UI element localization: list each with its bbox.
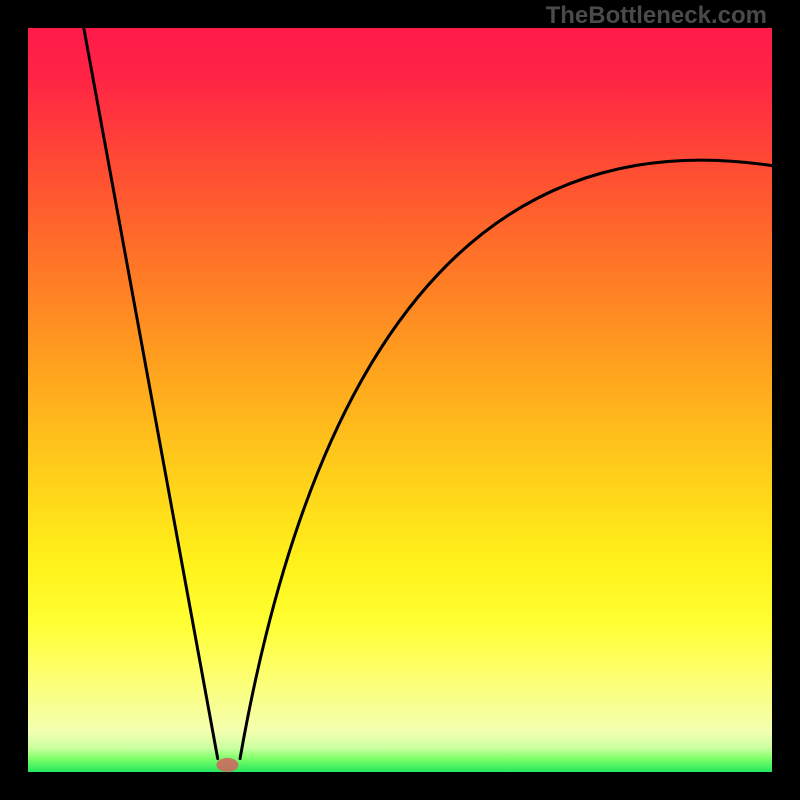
gradient-background <box>28 28 772 772</box>
bottleneck-marker <box>216 758 238 772</box>
watermark-text: TheBottleneck.com <box>546 2 767 30</box>
heatmap-svg <box>0 0 800 800</box>
figure-frame: TheBottleneck.com <box>0 0 800 800</box>
